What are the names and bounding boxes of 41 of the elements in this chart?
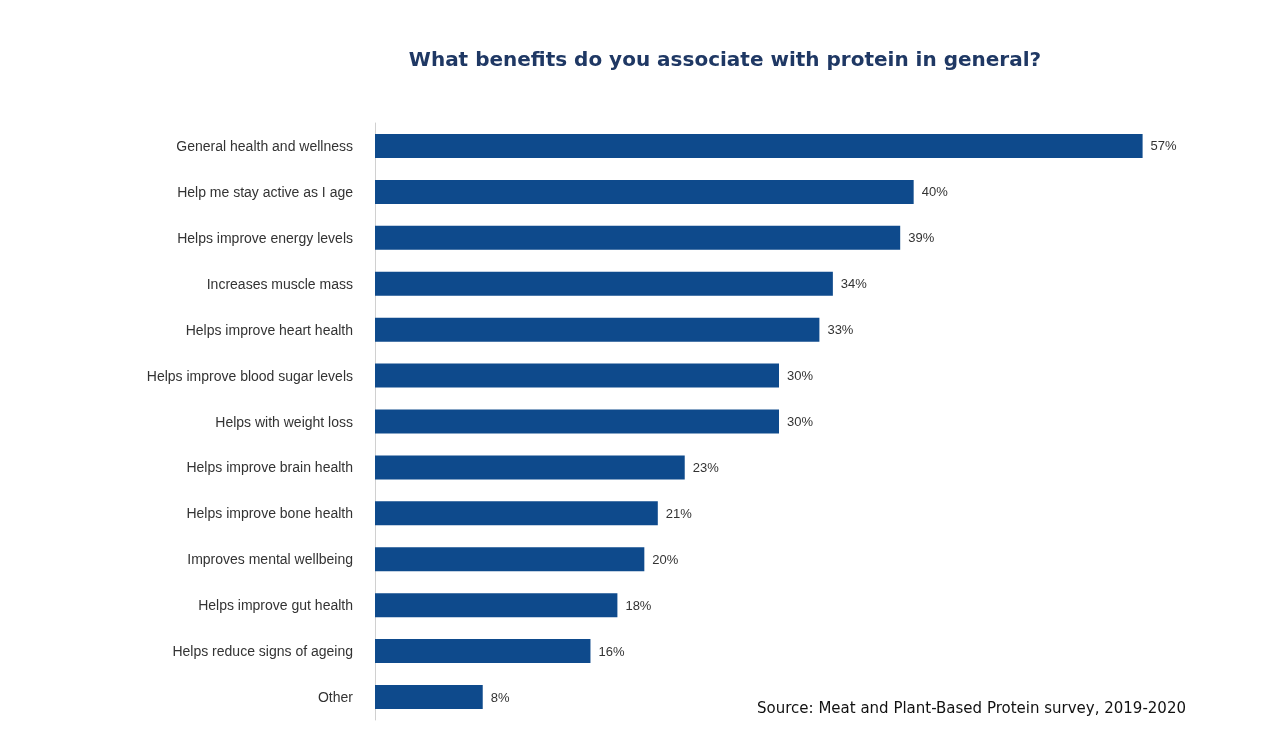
y-tick-label: Helps improve heart health [185, 321, 353, 338]
y-tick-label: Improves mental wellbeing [187, 551, 353, 568]
y-tick-label: General health and wellness [176, 137, 353, 154]
data-label: 30% [787, 368, 814, 384]
data-label: 16% [598, 643, 625, 659]
bar [375, 455, 685, 480]
data-label: 33% [827, 322, 854, 338]
y-tick-label: Helps improve bone health [186, 505, 353, 522]
y-tick-label: Helps improve brain health [186, 459, 353, 476]
y-tick-label: Other [317, 689, 354, 706]
chart-title: What benefits do you associate with protein in general? [408, 47, 1042, 71]
y-tick-label: Helps improve blood sugar levels [146, 367, 353, 384]
bar [375, 639, 591, 664]
data-label: 57% [1150, 138, 1178, 154]
y-tick-label: Helps improve energy levels [177, 229, 353, 246]
bar [375, 271, 833, 296]
y-tick-label: Helps reduce signs of ageing [172, 643, 353, 660]
y-tick-label: Helps with weight loss [215, 413, 353, 430]
bar [375, 179, 914, 204]
bar [375, 593, 618, 618]
data-label: 34% [840, 276, 868, 292]
bar [375, 409, 779, 434]
data-label: 21% [665, 505, 693, 521]
data-label: 8% [490, 689, 510, 705]
bar [375, 225, 901, 250]
bar [375, 547, 645, 572]
data-label: 39% [908, 230, 935, 246]
y-tick-label: Helps improve gut health [198, 597, 353, 614]
bar [375, 501, 658, 526]
bar [375, 317, 820, 342]
data-label: 40% [921, 184, 949, 200]
y-tick-label: Increases muscle mass [206, 275, 353, 292]
data-label: 18% [625, 597, 652, 613]
bar [375, 133, 1143, 158]
bar [375, 685, 483, 710]
data-label: 20% [652, 551, 679, 567]
annotation: Source: Meat and Plant-Based Protein survey, 2019-2020 [757, 698, 1187, 717]
y-tick-label: Help me stay active as I age [177, 183, 354, 200]
data-label: 23% [692, 459, 720, 475]
bar [375, 363, 779, 388]
data-label: 30% [787, 414, 814, 429]
